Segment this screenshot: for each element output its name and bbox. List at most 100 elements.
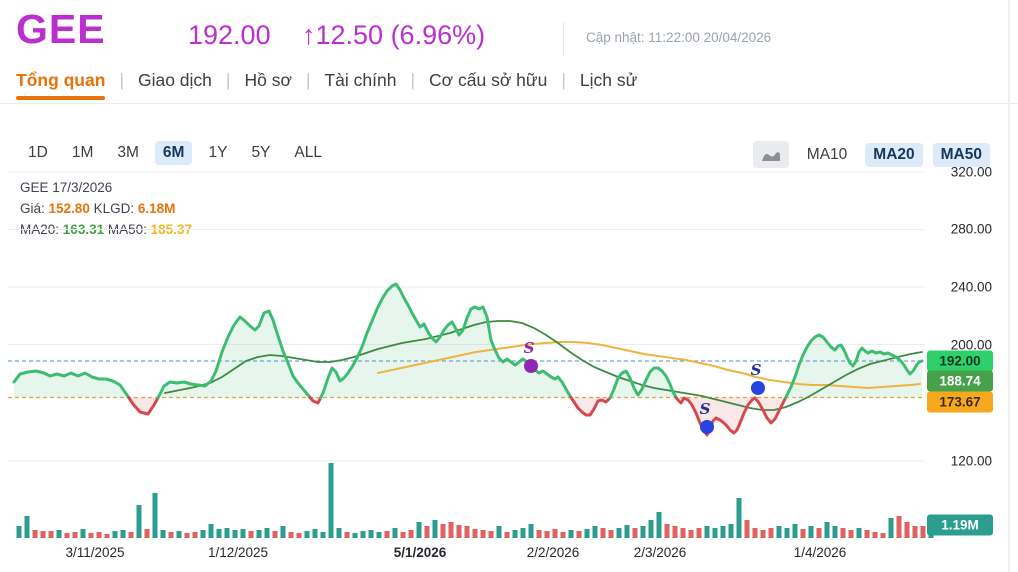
volume-bar xyxy=(392,528,398,538)
volume-bar xyxy=(456,525,462,538)
volume-bar xyxy=(776,526,782,538)
volume-bar xyxy=(128,532,134,538)
volume-bar xyxy=(448,522,454,538)
volume-bar xyxy=(400,532,406,538)
ma50-toggle[interactable]: MA50 xyxy=(932,142,990,167)
volume-bar xyxy=(112,531,118,538)
volume-bar xyxy=(680,528,686,538)
volume-bar xyxy=(216,529,222,538)
tab-co-cau-so-huu[interactable]: Cơ cấu sở hữu xyxy=(429,70,548,90)
price-line-up xyxy=(12,369,131,399)
tab-tai-chinh[interactable]: Tài chính xyxy=(324,70,397,90)
volume-bar xyxy=(896,516,902,538)
sell-marker-dot[interactable] xyxy=(524,359,538,373)
current-price: 192.00 xyxy=(188,20,271,50)
volume-bar xyxy=(120,530,126,538)
volume-bar xyxy=(80,529,86,538)
volume-bar xyxy=(336,528,342,538)
tab-tong-quan[interactable]: Tổng quan xyxy=(16,70,106,100)
volume-bar xyxy=(520,528,526,538)
volume-bar xyxy=(248,531,254,538)
volume-bar xyxy=(184,533,190,538)
x-axis-tick: 1/4/2026 xyxy=(793,545,847,560)
price-change: ↑12.50 (6.96%) xyxy=(302,20,485,51)
ma20-toggle[interactable]: MA20 xyxy=(865,142,923,167)
sell-marker-label: S xyxy=(700,400,711,418)
range-1d-button[interactable]: 1D xyxy=(28,144,48,161)
latest-volume-badge: 1.19M xyxy=(927,514,993,536)
price-line-down xyxy=(127,396,160,416)
range-3m-button[interactable]: 3M xyxy=(117,144,139,161)
volume-bar xyxy=(688,530,694,538)
volume-bar xyxy=(264,528,270,538)
volume-bar xyxy=(96,532,102,538)
volume-bar xyxy=(16,526,22,538)
sell-marker-dot[interactable] xyxy=(700,420,714,434)
volume-bar xyxy=(232,530,238,538)
volume-bar xyxy=(40,531,46,538)
volume-bar xyxy=(648,520,654,538)
x-axis-tick: 3/11/2025 xyxy=(65,545,125,560)
range-1m-button[interactable]: 1M xyxy=(71,144,94,161)
last-updated: Cập nhật: 11:22:00 20/04/2026 xyxy=(586,30,772,45)
tab-bar-rule xyxy=(0,103,1018,104)
ma10-toggle[interactable]: MA10 xyxy=(806,145,848,163)
volume-bar xyxy=(632,528,638,538)
range-5y-button[interactable]: 5Y xyxy=(251,144,271,161)
tab-ho-so[interactable]: Hồ sơ xyxy=(244,70,292,90)
volume-bar xyxy=(288,532,294,538)
range-6m-button[interactable]: 6M xyxy=(154,141,193,165)
price-line-down xyxy=(674,396,788,437)
price-area-up xyxy=(320,284,571,398)
range-all-button[interactable]: ALL xyxy=(294,144,322,161)
scrollbar-track[interactable] xyxy=(1008,0,1010,572)
tab-lich-su[interactable]: Lịch sử xyxy=(579,70,638,90)
volume-bar xyxy=(512,530,518,538)
volume-bar xyxy=(800,529,806,538)
chart-type-button[interactable] xyxy=(752,141,789,168)
current-price-badge: 192.00 xyxy=(927,350,993,372)
volume-bar xyxy=(440,524,446,538)
volume-bar xyxy=(384,531,390,538)
ma-toggle-bar: MA10 MA20 MA50 xyxy=(752,141,990,168)
up-arrow-icon: ↑ xyxy=(302,20,316,50)
tab-separator: | xyxy=(305,70,311,90)
price-line-down xyxy=(308,396,323,405)
range-1y-button[interactable]: 1Y xyxy=(208,144,228,161)
tab-giao-dich[interactable]: Giao dịch xyxy=(137,70,212,90)
volume-bar xyxy=(136,505,142,538)
x-axis-tick: 5/1/2026 xyxy=(393,545,447,560)
volume-bar xyxy=(200,530,206,538)
volume-bar xyxy=(704,526,710,538)
sell-marker-label: S xyxy=(751,361,762,379)
volume-bar xyxy=(56,530,62,538)
volume-bar xyxy=(696,528,702,538)
volume-bar xyxy=(784,528,790,538)
volume-bar xyxy=(904,522,910,538)
volume-bar xyxy=(880,533,886,538)
ma50-value-badge: 173.67 xyxy=(927,391,993,413)
volume-bar xyxy=(872,532,878,538)
sell-marker-dot[interactable] xyxy=(751,381,765,395)
volume-bar xyxy=(144,529,150,538)
volume-bar xyxy=(552,529,558,538)
volume-bar xyxy=(480,530,486,538)
volume-bar xyxy=(920,526,926,538)
range-selector: 1D 1M 3M 6M 1Y 5Y ALL xyxy=(20,141,330,165)
price-line-up xyxy=(608,366,678,399)
crosshair-volume-value: 6.18M xyxy=(137,201,176,216)
volume-bar xyxy=(808,526,814,538)
volume-bar xyxy=(816,528,822,538)
volume-bar xyxy=(280,526,286,538)
volume-bar xyxy=(888,518,894,538)
volume-bar xyxy=(256,530,262,538)
price-area-up xyxy=(14,371,129,398)
volume-bar xyxy=(176,531,182,538)
volume-bar xyxy=(320,532,326,538)
sell-marker-label: S xyxy=(524,339,535,357)
y-axis-tick: 120.00 xyxy=(950,453,992,469)
volume-bar xyxy=(272,531,278,538)
crosshair-date-line: GEE 17/3/2026 xyxy=(20,180,113,195)
price-change-text: 12.50 (6.96%) xyxy=(315,20,486,50)
